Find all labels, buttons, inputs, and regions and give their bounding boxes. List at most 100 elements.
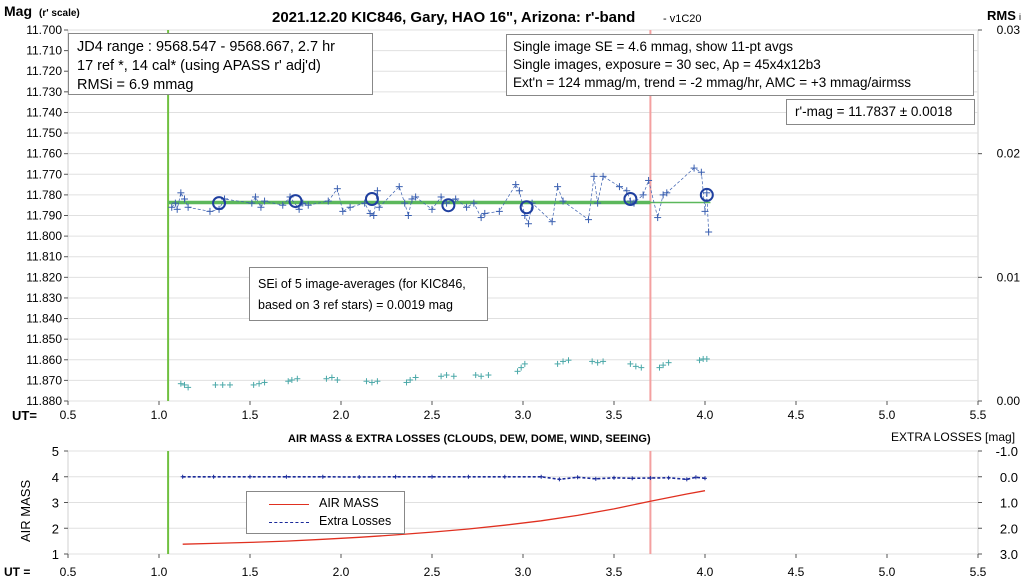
y2-tick-label: 0.03 (997, 23, 1021, 37)
rms-point (334, 376, 341, 383)
observation-point (452, 195, 460, 203)
observation-point (412, 193, 420, 201)
bottom-x-tick-label: 1.0 (151, 565, 168, 579)
bottom-y-tick-label: 4 (52, 470, 59, 485)
rmag-box: r'-mag = 11.7837 ± 0.0018 (786, 99, 975, 125)
rms-point (368, 379, 375, 386)
observation-point (594, 199, 602, 207)
rms-point (226, 381, 233, 388)
bottom-y2-tick-label: 3.0 (1000, 547, 1018, 562)
extra-losses-point (648, 476, 653, 481)
rms-point (656, 364, 663, 371)
summary-box: JD4 range : 9568.547 - 9568.667, 2.7 hr … (68, 33, 373, 95)
extra-losses-point (211, 474, 216, 479)
observation-point (346, 203, 354, 211)
observation-point (481, 209, 489, 217)
observation-point (168, 203, 176, 211)
observation-point (408, 195, 416, 203)
observation-point (184, 203, 192, 211)
observation-point (257, 203, 265, 211)
average-point (519, 200, 534, 215)
rmsi-text: RMSi = 6.9 mmag (77, 77, 194, 93)
observation-point (626, 197, 634, 205)
legend-item-extra-losses: Extra Losses (247, 513, 404, 531)
average-point (699, 187, 714, 202)
y-tick-label: 11.740 (26, 105, 62, 119)
y-tick-label: 11.830 (26, 291, 62, 305)
y-axis-label: Mag (4, 3, 32, 19)
observation-point (554, 183, 562, 191)
rms-point (521, 360, 528, 367)
rms-point (703, 355, 710, 362)
y-tick-label: 11.760 (26, 147, 62, 161)
extra-losses-point (693, 475, 698, 480)
y-tick-label: 11.730 (26, 85, 62, 99)
observation-point (705, 228, 713, 236)
bottom-x-tick-label: 5.5 (970, 565, 987, 579)
bottom-y-tick-label: 1 (52, 547, 59, 562)
rms-point (323, 375, 330, 382)
y2-tick-label: 0.00 (997, 394, 1021, 408)
x-tick-label: 2.5 (424, 408, 441, 422)
observation-point (279, 201, 287, 209)
extra-losses-point (557, 477, 562, 482)
extra-losses-point (703, 476, 707, 481)
sei-box: SEi of 5 image-averages (for KIC846, bas… (249, 267, 488, 321)
extra-losses-point (630, 476, 635, 481)
rms-point (177, 380, 184, 387)
x-tick-label: 4.5 (788, 408, 805, 422)
ref-stars-text: 17 ref *, 14 cal* (using APASS r' adj'd) (77, 58, 321, 74)
rms-point (478, 373, 485, 380)
extra-losses-point (466, 474, 471, 479)
bottom-x-tick-label: 2.5 (424, 565, 441, 579)
observation-point (470, 199, 478, 207)
observation-point (339, 207, 347, 215)
y2-axis-label-sub: i (1019, 12, 1021, 22)
sei-line-2: based on 3 ref stars) = 0.0019 mag (258, 298, 453, 312)
bottom-y-axis-label: AIR MASS (18, 480, 33, 542)
extra-losses-point (684, 477, 689, 482)
top-chart-version: - v1C20 (663, 13, 702, 25)
observation-point (324, 197, 332, 205)
observation-info-box: Single image SE = 4.6 mmag, show 11-pt a… (506, 34, 974, 96)
observation-point (477, 214, 485, 222)
bottom-x-tick-label: 2.0 (333, 565, 350, 579)
rms-point (256, 380, 263, 387)
rms-point (554, 360, 561, 367)
observation-point (659, 191, 667, 199)
y-tick-label: 11.770 (26, 167, 62, 181)
average-point (623, 192, 638, 207)
y-tick-label: 11.790 (26, 209, 62, 223)
legend-label-extra-losses: Extra Losses (319, 514, 392, 528)
extra-losses-point (320, 474, 325, 479)
legend: AIR MASS Extra Losses (246, 491, 405, 534)
legend-item-air-mass: AIR MASS (247, 495, 404, 513)
observation-point (304, 201, 312, 209)
legend-label-air-mass: AIR MASS (319, 496, 379, 510)
observation-point (654, 214, 662, 222)
x-tick-label: 3.0 (515, 408, 532, 422)
x-tick-label: 0.5 (60, 408, 77, 422)
rms-point (285, 378, 292, 385)
x-tick-label: 5.0 (879, 408, 896, 422)
average-point (288, 194, 303, 209)
observation-point (495, 207, 503, 215)
extra-losses-point (502, 474, 507, 479)
y-axis-label-sub: (r' scale) (39, 8, 80, 19)
bottom-x-tick-label: 0.5 (60, 565, 77, 579)
extra-losses-point (357, 475, 362, 480)
y-tick-label: 11.700 (26, 23, 62, 37)
air-mass-panel: 5 4 3 2 1 -1.0 0.0 1.0 2.0 3.0 0.5 1.0 1.5 2.0 2.5 3.0 3… (52, 444, 1018, 579)
jd-range-text: JD4 range : 9568.547 - 9568.667, 2.7 hr (77, 39, 335, 55)
rms-point (185, 384, 192, 391)
observation-point (697, 168, 705, 176)
bottom-chart-title: AIR MASS & EXTRA LOSSES (CLOUDS, DEW, DO… (288, 433, 651, 445)
average-point (441, 198, 456, 213)
rms-point (589, 358, 596, 365)
y-tick-label: 11.720 (26, 64, 62, 78)
rms-point (374, 378, 381, 385)
y-tick-label: 11.810 (26, 250, 62, 264)
rms-point (627, 360, 634, 367)
observation-point (599, 172, 607, 180)
observation-point (690, 164, 698, 172)
